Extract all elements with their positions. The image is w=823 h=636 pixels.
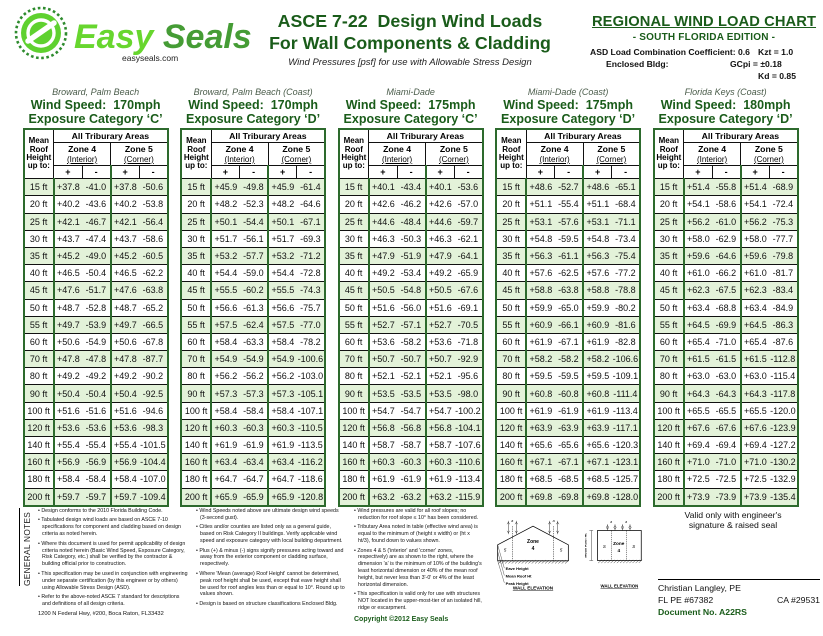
svg-text:WALL ELEVATION: WALL ELEVATION [513, 585, 554, 590]
svg-text:Zone: Zone [527, 539, 539, 545]
svg-text:S: S [603, 544, 606, 549]
svg-text:5: 5 [560, 547, 563, 552]
svg-text:Easy Seals: Easy Seals [74, 18, 252, 56]
svg-text:a: a [625, 520, 627, 524]
svg-text:Mean Roof Ht: Mean Roof Ht [506, 573, 532, 578]
svg-text:4: 4 [532, 546, 535, 552]
svg-text:a: a [610, 520, 612, 524]
svg-text:Mean Roof Ht: Mean Roof Ht [585, 532, 587, 557]
svg-text:4: 4 [617, 548, 620, 553]
svg-text:easyseals.com: easyseals.com [122, 53, 178, 63]
svg-text:Zone: Zone [613, 541, 625, 546]
svg-text:a: a [511, 519, 513, 523]
svg-text:S: S [632, 544, 635, 549]
svg-text:a: a [553, 519, 555, 523]
svg-text:WALL ELEVATION: WALL ELEVATION [600, 583, 638, 588]
svg-text:Eave Height: Eave Height [506, 566, 530, 571]
svg-text:5: 5 [504, 547, 507, 552]
